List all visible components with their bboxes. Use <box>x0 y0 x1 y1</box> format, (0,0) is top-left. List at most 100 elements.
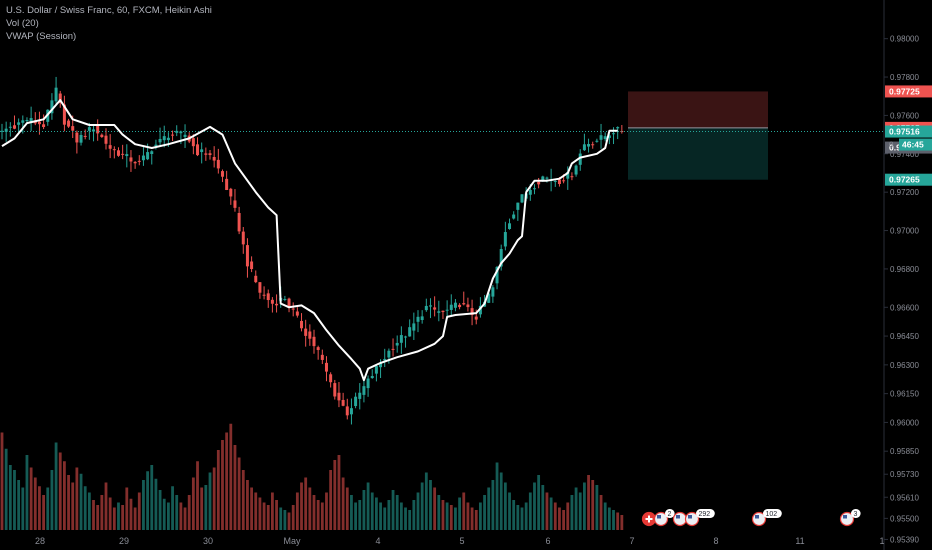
event-marker[interactable]: 292 <box>672 509 715 527</box>
candle-body <box>125 154 129 157</box>
event-count: 2 <box>668 511 672 518</box>
candle-body <box>345 406 349 416</box>
volume-bar <box>329 470 333 530</box>
event-marker[interactable]: 3 <box>839 509 861 527</box>
candle-body <box>366 378 370 389</box>
candle-body <box>358 392 362 399</box>
volume-bar <box>0 432 4 530</box>
volume-bar <box>187 495 191 530</box>
volume-bar <box>483 495 486 530</box>
price-tick-label: 0.96000 <box>890 418 919 427</box>
time-tick-label: 5 <box>459 536 464 546</box>
candle-body <box>270 299 274 304</box>
candle-body <box>196 144 200 156</box>
volume-bar <box>291 505 295 530</box>
volume-bar <box>487 487 491 530</box>
volume-bar <box>541 485 545 530</box>
candle-body <box>129 157 133 162</box>
volume-bar <box>8 465 12 530</box>
candle-body <box>562 180 566 182</box>
time-tick-label: 30 <box>203 536 213 546</box>
volume-bar <box>42 495 45 530</box>
candle-body <box>441 310 445 313</box>
candle-body <box>237 213 241 232</box>
volume-bar <box>283 510 287 530</box>
volume-bar <box>578 492 582 530</box>
volume-bar <box>312 495 316 530</box>
candle-body <box>478 305 482 315</box>
volume-bar <box>216 450 220 530</box>
candle-body <box>241 231 245 245</box>
candle-body <box>537 181 541 185</box>
candle-body <box>4 128 8 132</box>
volume-bar <box>38 486 41 530</box>
price-tick-label: 0.95730 <box>890 470 919 479</box>
candle-body <box>233 200 237 208</box>
price-axis[interactable]: 0.98000 0.97800 0.97600 0.97400 0.97200 0.970… <box>883 0 919 550</box>
candle-body <box>283 298 287 300</box>
volume-bar <box>17 480 21 530</box>
time-tick-label: 4 <box>375 536 380 546</box>
candle-body <box>258 282 262 293</box>
volume-bar <box>117 502 120 530</box>
event-count-badge <box>763 509 782 518</box>
candle-body <box>137 160 141 162</box>
volume-bar <box>599 495 603 530</box>
volume-bar <box>408 510 412 530</box>
event-markers[interactable]: 2 292 102 3 <box>641 509 861 527</box>
volume-bar <box>399 502 403 530</box>
time-tick-label: 7 <box>629 536 634 546</box>
event-marker[interactable]: 102 <box>751 509 782 527</box>
volume-bar <box>104 482 108 530</box>
candle-body <box>383 358 387 361</box>
candle-body <box>582 144 586 151</box>
volume-bar <box>221 440 224 530</box>
time-axis[interactable]: 28 29 30 May 4 5 6 7 8 11 1 <box>35 536 885 546</box>
volume-bar <box>262 502 266 530</box>
time-tick-label: May <box>283 536 301 546</box>
volume-bar <box>142 480 145 530</box>
volume-bar <box>229 423 233 530</box>
price-tick-label: 0.97600 <box>890 111 919 120</box>
candle-body <box>92 129 96 132</box>
time-tick-label: 11 <box>795 536 804 546</box>
candle-body <box>37 121 41 125</box>
event-count-badge <box>851 509 861 518</box>
volume-bar <box>333 460 337 530</box>
volume-bar <box>591 480 595 530</box>
candle-body <box>287 298 291 307</box>
candle-body <box>262 294 266 296</box>
chart-title: U.S. Dollar / Swiss Franc, 60, FXCM, Hei… <box>6 5 212 16</box>
volume-bar <box>537 475 541 530</box>
event-marker[interactable]: 2 <box>641 509 675 527</box>
volume-bar <box>250 487 253 530</box>
take-profit-zone[interactable] <box>628 127 768 180</box>
volume-bar <box>233 445 237 530</box>
volume-bar <box>162 498 166 530</box>
candle-body <box>100 134 104 137</box>
volume-bar <box>553 502 557 530</box>
volume-bar <box>607 507 611 530</box>
time-tick-label: 1 <box>879 536 884 546</box>
candle-body <box>121 153 125 155</box>
volume-bar <box>279 507 283 530</box>
price-tick-label: 0.97800 <box>890 73 919 82</box>
countdown-bg <box>899 138 932 151</box>
candle-body <box>404 336 408 338</box>
candle-body <box>599 135 603 140</box>
candle-body <box>166 137 170 141</box>
stop-loss-zone[interactable] <box>628 91 768 128</box>
candle-body <box>437 311 441 313</box>
event-count-badge <box>696 509 715 518</box>
volume-bar <box>337 455 341 530</box>
volume-bar <box>4 448 8 530</box>
candle-body <box>108 145 112 149</box>
volume-bar <box>429 480 432 530</box>
candle-body <box>528 189 532 195</box>
candle-body <box>466 304 470 308</box>
candle-body <box>208 153 212 156</box>
volume-bar <box>449 505 453 530</box>
volume-bar <box>21 487 25 530</box>
